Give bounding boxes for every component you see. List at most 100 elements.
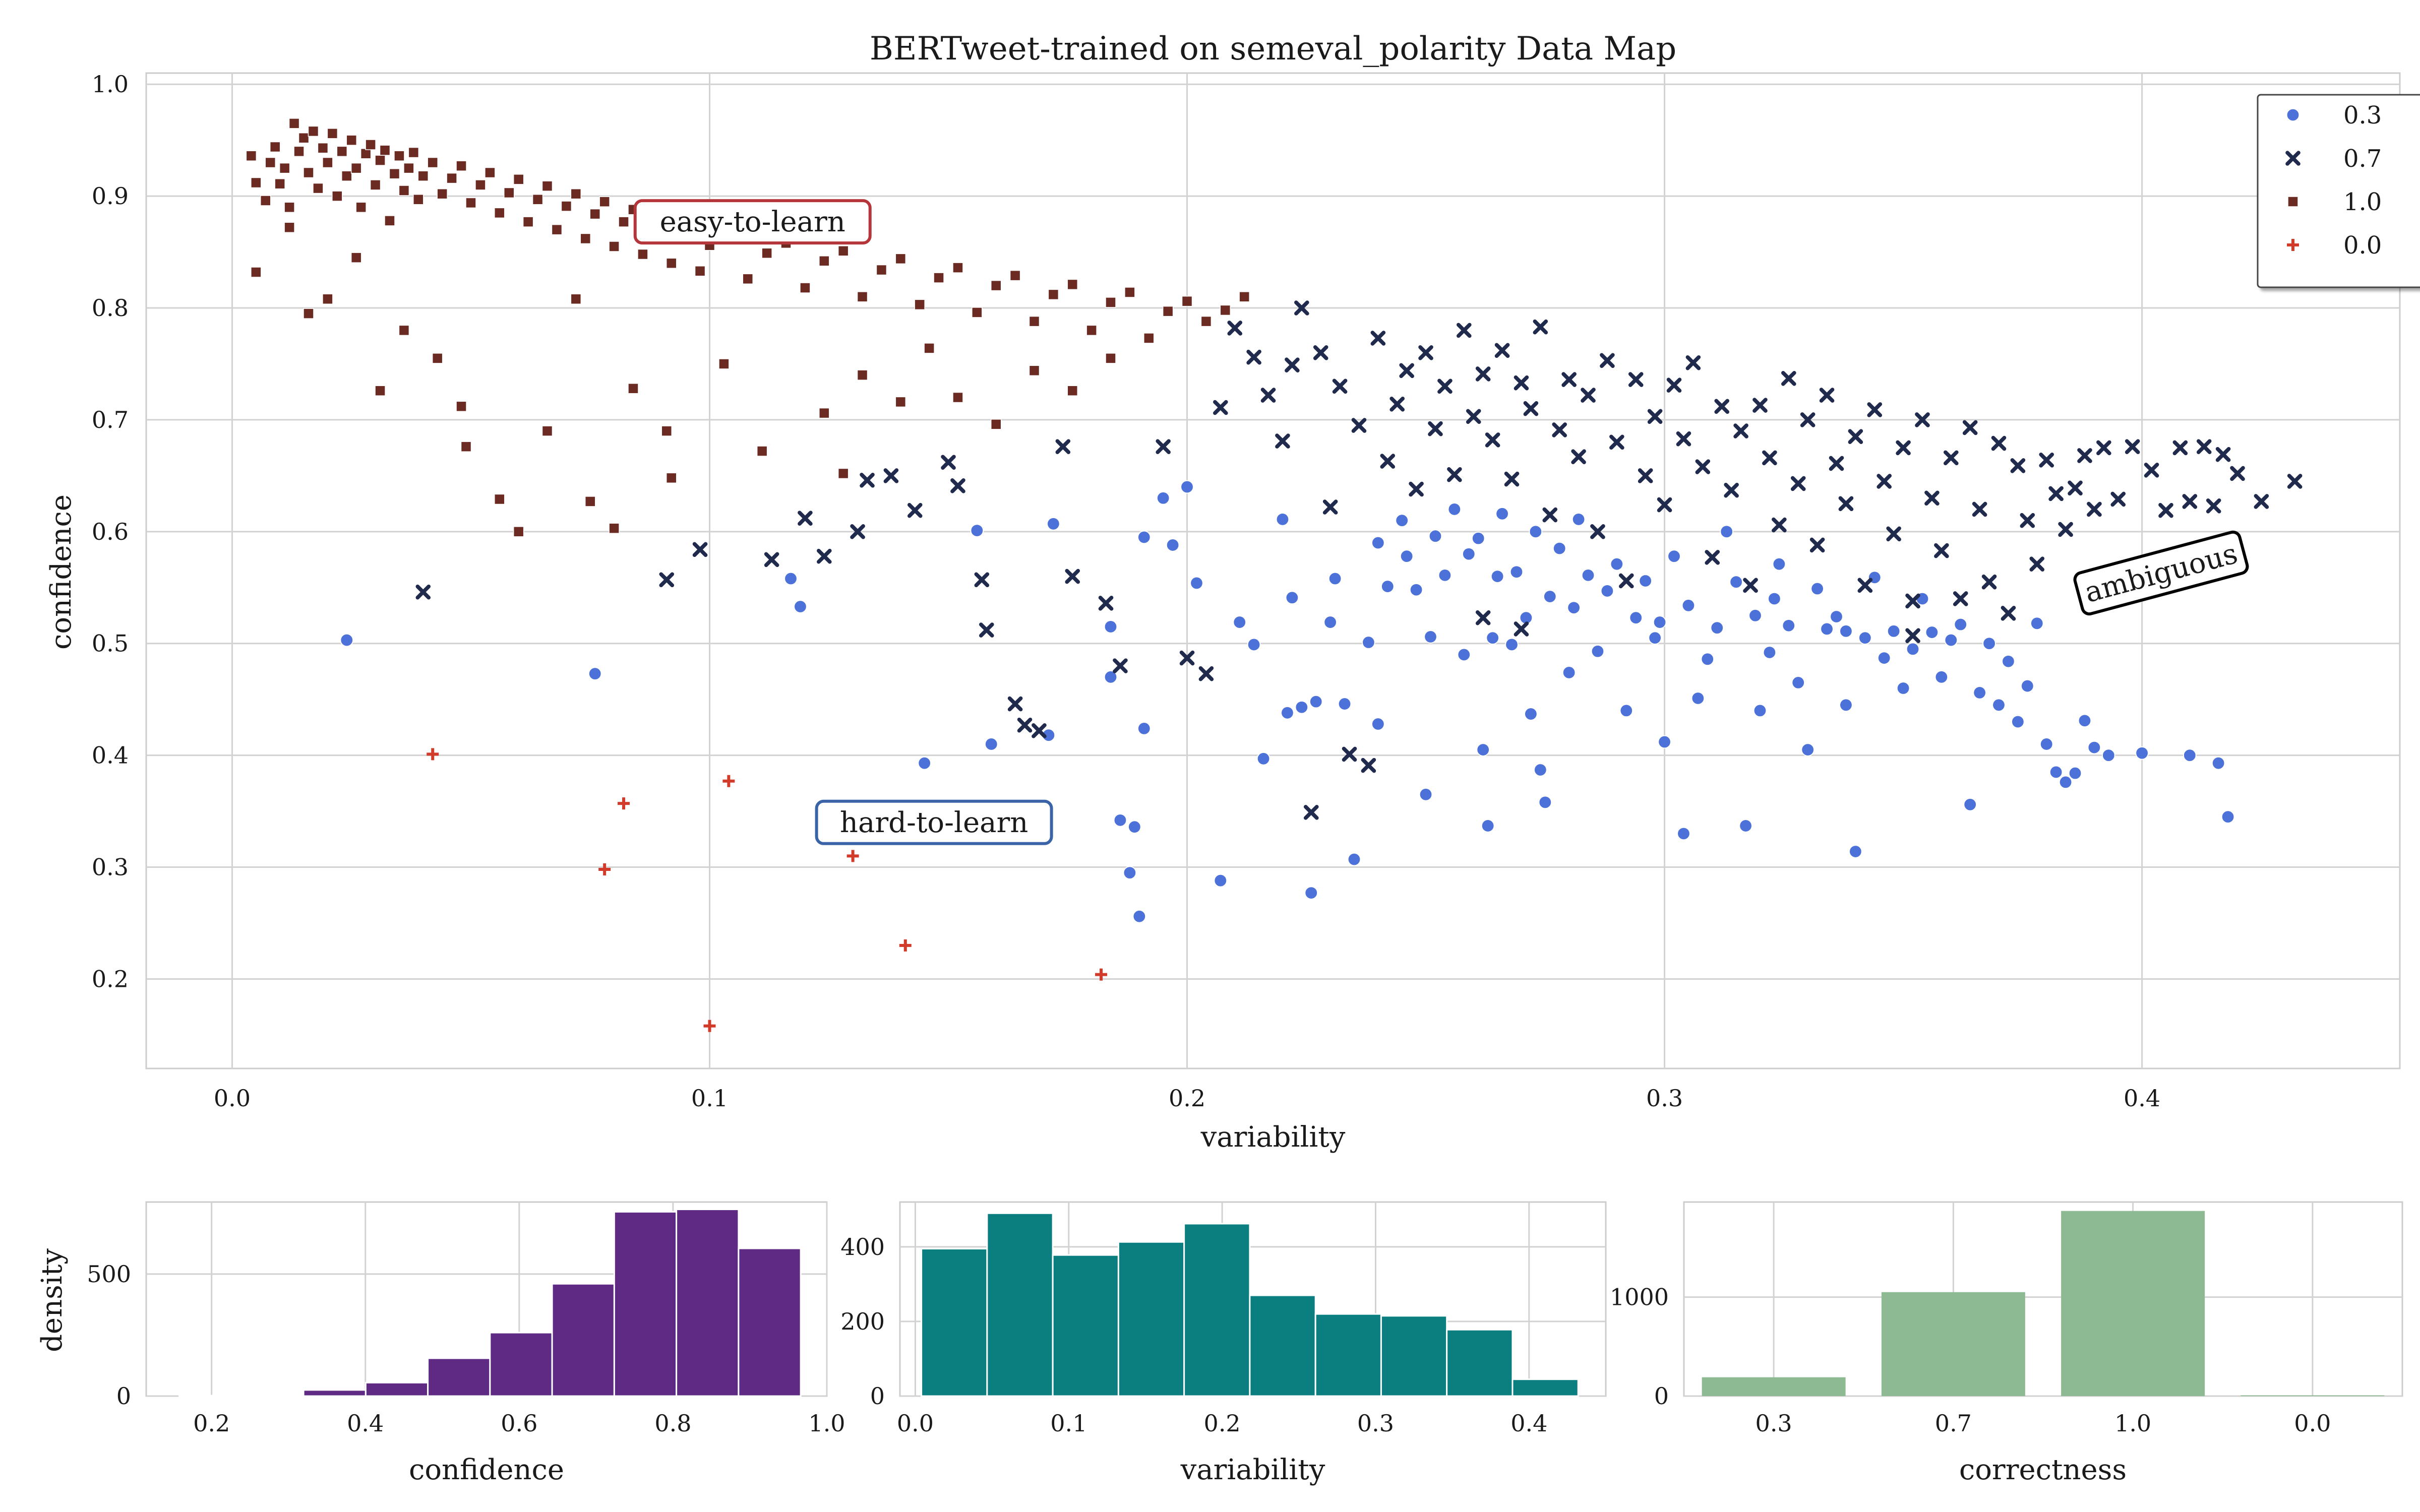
- scatter-point: [666, 258, 677, 269]
- scatter-point: [1610, 557, 1624, 571]
- scatter-point: [317, 142, 329, 154]
- scatter-point: [1782, 618, 1796, 633]
- scatter-point: [1276, 513, 1290, 526]
- scatter-point: [475, 179, 486, 191]
- scatter-point: [1839, 624, 1853, 638]
- scatter-point: [1653, 615, 1667, 629]
- scatter-point: [1695, 459, 1711, 474]
- scatter-point: [1701, 652, 1715, 666]
- scatter-point: [303, 167, 314, 178]
- scatter-point: [2068, 766, 2082, 780]
- scatter-point: [551, 224, 563, 235]
- y-tick-label: 0.5: [92, 630, 129, 657]
- scatter-point: [984, 737, 998, 751]
- scatter-point: [876, 264, 887, 276]
- scatter-point: [313, 182, 324, 194]
- scatter-point: [1323, 615, 1338, 629]
- scatter-point: [1830, 610, 1843, 623]
- scatter-point: [1896, 681, 1910, 695]
- scatter-point: [1714, 399, 1730, 414]
- scatter-point: [1476, 743, 1490, 757]
- scatter-point: [1124, 287, 1135, 298]
- scatter-point: [883, 468, 899, 483]
- scatter-point: [1028, 316, 1040, 327]
- y-tick-label: 0.6: [92, 518, 129, 545]
- x-tick-label: 0.2: [1169, 1085, 1205, 1112]
- scatter-point: [394, 150, 405, 161]
- scatter-point: [1972, 501, 1987, 517]
- scatter-point: [2087, 740, 2101, 754]
- scatter-point: [1886, 526, 1901, 542]
- scatter-point: [1380, 454, 1396, 469]
- histogram-bar: [676, 1209, 740, 1397]
- annotation-border: [633, 199, 872, 245]
- scatter-point: [2048, 486, 2064, 501]
- scatter-point: [1361, 758, 1376, 773]
- scatter-point: [1342, 746, 1357, 762]
- histogram-bar: [1511, 1378, 1579, 1397]
- scatter-point: [1475, 610, 1491, 625]
- scatter-point: [1753, 704, 1767, 718]
- scatter-point: [1447, 467, 1462, 482]
- histogram-bar: [921, 1248, 988, 1397]
- scatter-point: [1619, 704, 1634, 718]
- scatter-point: [837, 245, 849, 257]
- scatter-point: [1105, 353, 1116, 364]
- scatter-point: [850, 524, 865, 539]
- x-tick-label: 0.2: [1204, 1410, 1241, 1437]
- scatter-point: [1934, 543, 1949, 558]
- y-tick-label: 0: [116, 1382, 131, 1410]
- scatter-point: [1098, 596, 1114, 611]
- variability-histogram-panel: 0 200 400 0.0 0.1 0.2 0.3 0.4 variability: [840, 1201, 1607, 1486]
- scatter-point: [365, 139, 376, 150]
- scatter-point: [1877, 651, 1891, 665]
- scatter-point: [1905, 593, 1920, 609]
- scatter-point: [360, 148, 372, 159]
- legend-item: 0.0: [2287, 231, 2382, 260]
- annotation-label: hard-to-learn: [840, 806, 1028, 839]
- scatter-point: [637, 248, 648, 260]
- scatter-point: [722, 775, 735, 787]
- scatter-point: [1494, 343, 1510, 358]
- scatter-point: [1285, 357, 1300, 372]
- x-tick-label: 0.4: [1510, 1410, 1547, 1437]
- x-tick-label: 0.8: [654, 1410, 691, 1437]
- scatter-point: [1781, 371, 1796, 386]
- scatter-point: [1239, 291, 1250, 302]
- scatter-point: [1801, 743, 1815, 757]
- scatter-point: [532, 194, 543, 205]
- scatter-point: [570, 293, 582, 305]
- x-tick-label: 0.0: [2294, 1410, 2331, 1437]
- scatter-point: [1086, 325, 1097, 336]
- scatter-point: [1213, 400, 1228, 415]
- scatter-point: [1466, 409, 1481, 424]
- annotation-label: easy-to-learn: [660, 206, 845, 238]
- scatter-point: [1294, 300, 1309, 316]
- scatter-point: [857, 291, 868, 302]
- scatter-point: [408, 147, 419, 158]
- scatter-point: [1105, 297, 1116, 308]
- scatter-point: [322, 157, 333, 168]
- scatter-point: [251, 267, 262, 278]
- scatter-point: [1113, 813, 1127, 827]
- scatter-point: [269, 141, 281, 153]
- main-y-ticks: 0.2 0.3 0.4 0.5 0.6 0.7 0.8 0.9 1.0: [92, 71, 129, 992]
- scatter-point: [1724, 482, 1739, 498]
- histogram-bar: [489, 1332, 553, 1397]
- scatter-point: [1220, 304, 1231, 316]
- scatter-point: [2135, 746, 2149, 760]
- scatter-point: [1179, 650, 1195, 666]
- scatter-point: [1962, 420, 1978, 435]
- scatter-point: [1762, 450, 1777, 466]
- scatter-point: [1048, 289, 1059, 300]
- scatter-point: [1915, 412, 1930, 427]
- scatter-point: [1552, 422, 1567, 437]
- scatter-point: [598, 863, 611, 875]
- scatter-point: [1123, 866, 1137, 880]
- scatter-point: [918, 756, 932, 770]
- scatter-point: [1247, 638, 1261, 652]
- x-tick-label: 1.0: [808, 1410, 845, 1437]
- scatter-point: [1529, 525, 1543, 539]
- scatter-point: [1848, 845, 1862, 858]
- scatter-point: [1017, 717, 1033, 733]
